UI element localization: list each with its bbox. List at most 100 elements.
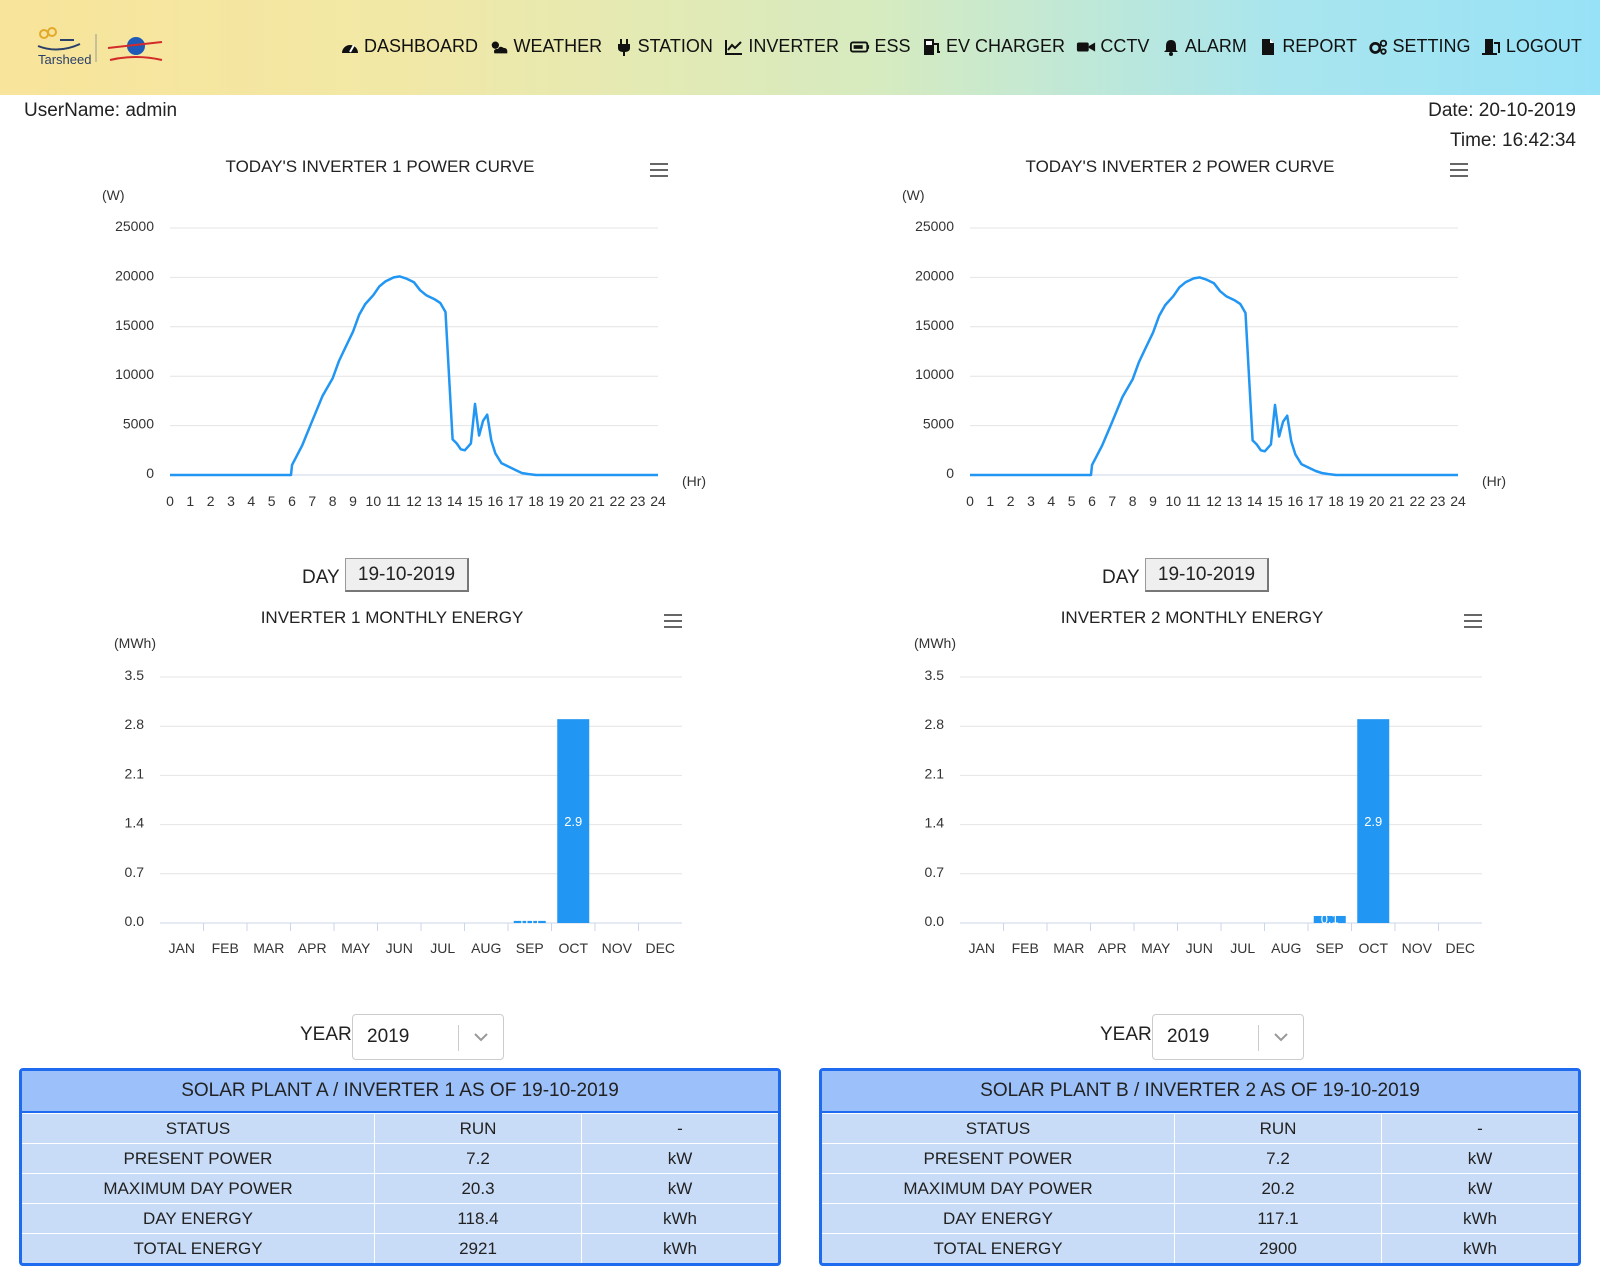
y-axis-label: (MWh) xyxy=(114,635,156,651)
table-row: TOTAL ENERGY 2921 kWh xyxy=(22,1233,778,1263)
year-select-2[interactable]: 2019 xyxy=(1152,1014,1304,1060)
nav-ev-charger[interactable]: EV CHARGER xyxy=(922,36,1065,57)
day-picker-label-2: DAY xyxy=(1102,567,1140,588)
chart-menu-icon[interactable] xyxy=(1464,614,1482,628)
x-tick-label: APR xyxy=(1098,940,1127,956)
x-tick-label: 9 xyxy=(1149,493,1157,509)
nav-dashboard[interactable]: DASHBOARD xyxy=(340,36,478,57)
nav-station[interactable]: STATION xyxy=(614,36,713,57)
bar-data-label: 2.9 xyxy=(1364,814,1382,829)
x-tick-label: 9 xyxy=(349,493,357,509)
table-cell: STATUS xyxy=(965,1118,1031,1138)
table-cell: RUN xyxy=(1174,1114,1381,1143)
x-tick-label: 8 xyxy=(1129,493,1137,509)
x-tick-label: 1 xyxy=(186,493,194,509)
year-select-1[interactable]: 2019 xyxy=(352,1014,504,1060)
y-axis-label: (W) xyxy=(902,187,925,203)
power-series-line xyxy=(970,276,1458,477)
chart-menu-icon[interactable] xyxy=(664,614,682,628)
bar xyxy=(1357,719,1390,923)
day-picker-button-2[interactable]: 19-10-2019 xyxy=(1145,558,1269,592)
table-cell: 2921 xyxy=(374,1234,581,1263)
tarsheed-kahramaa-logo[interactable]: Tarsheed xyxy=(30,24,180,72)
x-tick-label: OCT xyxy=(558,940,588,956)
chart-menu-icon[interactable] xyxy=(650,163,668,177)
x-tick-label: 22 xyxy=(610,493,626,509)
nav-inverter[interactable]: INVERTER xyxy=(724,36,839,57)
table-row: STATUS RUN - xyxy=(822,1113,1578,1143)
x-tick-label: JAN xyxy=(969,940,995,956)
year-picker-label-1: YEAR xyxy=(300,1024,352,1045)
y-tick-label: 0.0 xyxy=(125,913,145,929)
x-tick-label: 17 xyxy=(508,493,524,509)
x-tick-label: MAY xyxy=(1141,940,1171,956)
table-cell: 117.1 xyxy=(1174,1204,1381,1233)
x-tick-label: 17 xyxy=(1308,493,1324,509)
x-tick-label: DEC xyxy=(645,940,675,956)
nav-weather[interactable]: WEATHER xyxy=(489,36,602,57)
table-cell: 20.3 xyxy=(374,1174,581,1203)
inverter-1-monthly-energy-chart: INVERTER 1 MONTHLY ENERGY (MWh) 0.0 0.7 1.4 2… xyxy=(114,608,682,956)
plant-a-table-title: SOLAR PLANT A / INVERTER 1 AS OF 19-10-2… xyxy=(22,1071,778,1113)
nav-cctv[interactable]: CCTV xyxy=(1076,36,1149,57)
x-tick-label: APR xyxy=(298,940,327,956)
top-navigation-bar: Tarsheed DASHBOARD WEATHER STATION INVER… xyxy=(0,0,1600,95)
nav-report[interactable]: REPORT xyxy=(1258,36,1357,57)
chart-title: TODAY'S INVERTER 1 POWER CURVE xyxy=(226,157,535,176)
chart-menu-icon[interactable] xyxy=(1450,163,1468,177)
power-series-line xyxy=(170,275,658,477)
x-tick-label: 2 xyxy=(207,493,215,509)
table-cell: kWh xyxy=(1381,1204,1578,1233)
table-cell: TOTAL ENERGY xyxy=(133,1238,263,1258)
table-cell: PRESENT POWER xyxy=(123,1148,273,1168)
nav-setting[interactable]: SETTING xyxy=(1368,36,1470,57)
nav-report-label: REPORT xyxy=(1282,36,1357,56)
nav-alarm[interactable]: ALARM xyxy=(1161,36,1247,57)
year-select-separator-1 xyxy=(458,1025,459,1051)
table-cell: kW xyxy=(1381,1144,1578,1173)
y-tick-label: 0.7 xyxy=(125,864,145,880)
nav-logout[interactable]: LOGOUT xyxy=(1481,36,1582,57)
x-tick-label: 11 xyxy=(1186,493,1201,509)
username-label: UserName: admin xyxy=(24,100,178,121)
nav-ess[interactable]: ESS xyxy=(850,36,911,57)
x-tick-label: 15 xyxy=(1267,493,1283,509)
x-tick-label: 20 xyxy=(569,493,585,509)
y-tick-label: 20000 xyxy=(915,267,954,283)
y-tick-label: 0 xyxy=(146,465,154,481)
y-tick-label: 0 xyxy=(946,465,954,481)
x-tick-label: MAR xyxy=(253,940,284,956)
x-tick-label: 1 xyxy=(986,493,994,509)
battery-icon xyxy=(850,41,870,52)
x-tick-label: 7 xyxy=(1108,493,1116,509)
x-tick-label: 23 xyxy=(1430,493,1446,509)
table-cell: STATUS xyxy=(165,1118,231,1138)
bell-icon xyxy=(1163,39,1178,56)
day-picker-button-1[interactable]: 19-10-2019 xyxy=(345,558,469,592)
chart-title: INVERTER 2 MONTHLY ENERGY xyxy=(1061,608,1324,627)
x-tick-label: 7 xyxy=(308,493,316,509)
plug-icon xyxy=(617,38,630,56)
file-icon xyxy=(1262,38,1275,55)
y-tick-label: 0.0 xyxy=(925,913,945,929)
x-axis-label: (Hr) xyxy=(682,473,706,489)
table-cell: MAXIMUM DAY POWER xyxy=(103,1178,293,1198)
table-cell: TOTAL ENERGY xyxy=(933,1238,1063,1258)
y-tick-label: 10000 xyxy=(115,366,154,382)
x-tick-label: 24 xyxy=(650,493,666,509)
table-cell: 118.4 xyxy=(374,1204,581,1233)
plant-b-table-title: SOLAR PLANT B / INVERTER 2 AS OF 19-10-2… xyxy=(822,1071,1578,1113)
x-tick-label: 10 xyxy=(1166,493,1182,509)
x-tick-label: MAY xyxy=(341,940,371,956)
x-tick-label: JUL xyxy=(430,940,455,956)
y-tick-label: 1.4 xyxy=(125,815,145,831)
table-cell: 7.2 xyxy=(1174,1144,1381,1173)
y-tick-label: 10000 xyxy=(915,366,954,382)
main-nav: DASHBOARD WEATHER STATION INVERTER ESS E… xyxy=(340,36,1582,57)
table-row: STATUS RUN - xyxy=(22,1113,778,1143)
nav-dashboard-label: DASHBOARD xyxy=(364,36,479,56)
bar xyxy=(557,719,590,923)
y-tick-label: 0.7 xyxy=(925,864,945,880)
y-tick-label: 5000 xyxy=(923,416,954,432)
y-tick-label: 25000 xyxy=(915,218,954,234)
